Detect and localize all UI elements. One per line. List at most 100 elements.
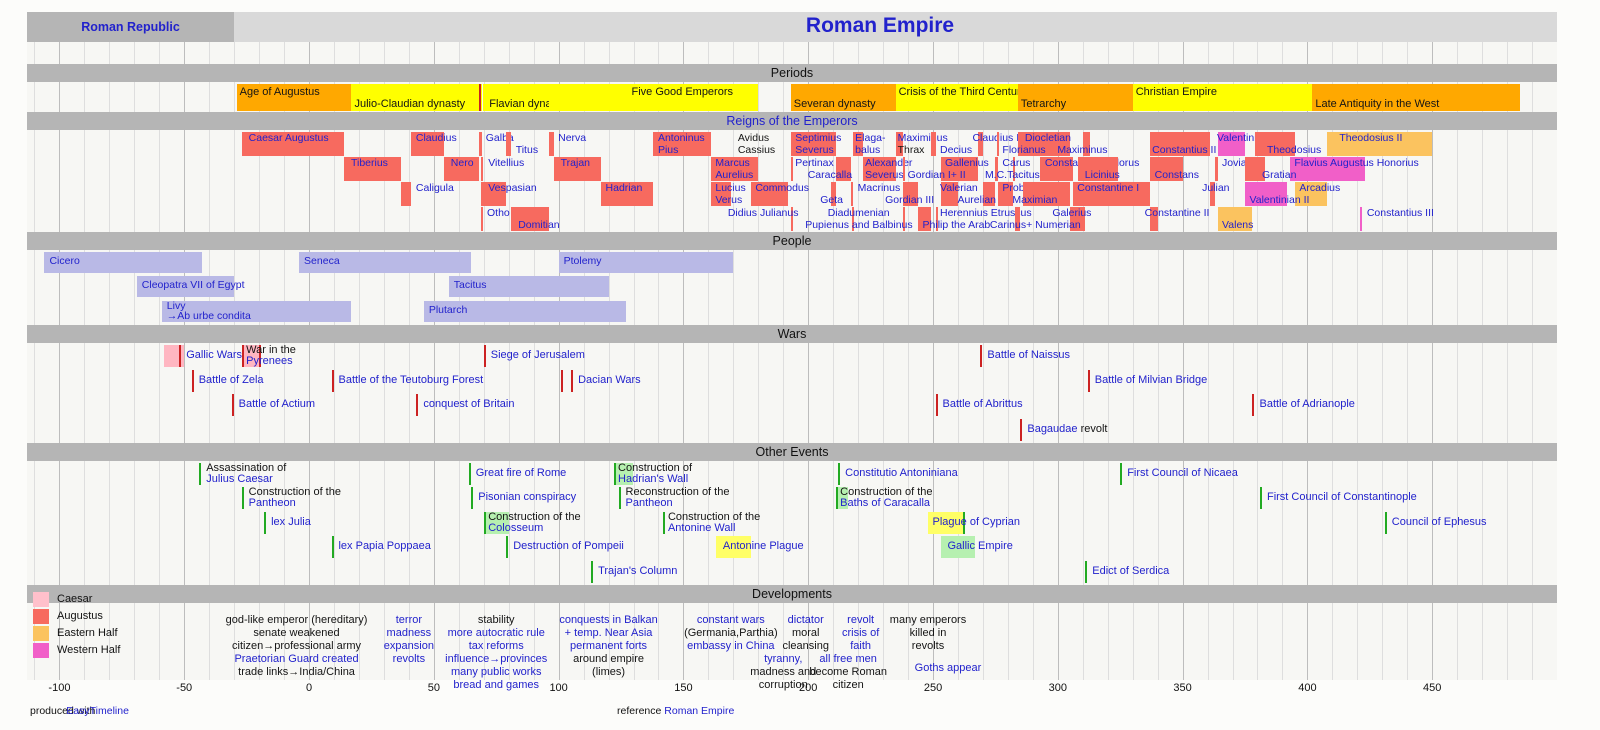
emperor-bar[interactable] bbox=[1082, 131, 1091, 156]
label-line[interactable]: Otho bbox=[487, 206, 510, 219]
label-line[interactable]: Tiberius bbox=[350, 156, 388, 169]
label-line[interactable]: Verus bbox=[715, 194, 743, 206]
label-line[interactable]: Nerva bbox=[558, 131, 587, 144]
emperor-bar[interactable] bbox=[940, 156, 978, 181]
label-line[interactable]: Diocletian bbox=[1024, 131, 1071, 144]
emperor-bar[interactable] bbox=[1215, 156, 1218, 181]
emperor-bar[interactable] bbox=[850, 181, 854, 206]
emperor-bar[interactable] bbox=[1210, 181, 1216, 206]
development-line[interactable]: revolt bbox=[847, 614, 875, 626]
emperor-bar[interactable] bbox=[863, 156, 896, 181]
emperor-bar[interactable] bbox=[997, 181, 1013, 206]
label-line[interactable]: Constantius III bbox=[1366, 206, 1434, 219]
roman-republic-label[interactable]: Roman Republic bbox=[27, 12, 234, 42]
emperor-bar[interactable] bbox=[1327, 131, 1433, 156]
development-line[interactable]: conquests in Balkan bbox=[559, 614, 658, 626]
emperor-bar[interactable] bbox=[553, 156, 602, 181]
label-line[interactable]: Gallic Wars bbox=[186, 349, 243, 361]
label-line[interactable]: Pertinax bbox=[795, 156, 834, 169]
label-line[interactable]: Trajan's Column bbox=[598, 564, 678, 577]
emperor-bar[interactable] bbox=[750, 181, 789, 206]
emperor-bar[interactable] bbox=[710, 156, 759, 181]
emperor-bar[interactable] bbox=[1254, 131, 1295, 156]
label-line[interactable]: Commodus bbox=[755, 181, 809, 194]
emperor-bar[interactable] bbox=[918, 206, 931, 231]
label-line[interactable]: Arcadius bbox=[1299, 181, 1341, 194]
emperor-bar[interactable] bbox=[790, 131, 836, 156]
development-line[interactable]: tax reforms bbox=[468, 640, 524, 652]
emperor-bar[interactable] bbox=[241, 131, 344, 156]
period-bar[interactable] bbox=[1017, 84, 1133, 111]
people-bar[interactable] bbox=[136, 276, 235, 298]
label-line[interactable]: Alexander bbox=[865, 156, 913, 169]
people-bar[interactable] bbox=[44, 252, 202, 273]
label-line[interactable]: Cleopatra VII of Egypt bbox=[141, 279, 245, 292]
emperor-bar[interactable] bbox=[1022, 181, 1071, 206]
emperor-bar[interactable] bbox=[995, 156, 998, 181]
label-line[interactable]: Titus bbox=[515, 144, 539, 156]
emperor-bar[interactable] bbox=[1150, 156, 1183, 181]
label-line[interactable]: Maximinus bbox=[897, 131, 948, 144]
emperor-bar[interactable] bbox=[1150, 206, 1158, 231]
emperor-bar[interactable] bbox=[1217, 206, 1253, 231]
development-line[interactable]: tyranny, bbox=[764, 653, 803, 665]
development-line[interactable]: embassy in China bbox=[687, 640, 775, 652]
label-line[interactable]: Macrinus bbox=[857, 181, 901, 194]
label-line[interactable]: Constantine II bbox=[1144, 206, 1210, 219]
emperor-bar[interactable] bbox=[1150, 131, 1211, 156]
people-bar[interactable] bbox=[299, 252, 472, 273]
emperor-bar[interactable] bbox=[1070, 206, 1086, 231]
label-line[interactable]: Pantheon bbox=[248, 497, 296, 510]
development-line[interactable]: more autocratic rule bbox=[447, 627, 545, 639]
development-line[interactable]: faith bbox=[850, 640, 872, 652]
period-bar[interactable] bbox=[895, 84, 1018, 111]
label-line[interactable]: Elaga- bbox=[855, 131, 886, 144]
label-line[interactable]: Colosseum bbox=[488, 521, 544, 534]
emperor-bar[interactable] bbox=[1012, 156, 1016, 181]
emperor-bar[interactable] bbox=[511, 206, 549, 231]
label-line[interactable]: Hadrian's Wall bbox=[618, 473, 689, 485]
emperor-bar[interactable] bbox=[935, 206, 938, 231]
label-line[interactable]: Maximian bbox=[1012, 194, 1058, 206]
period-bar[interactable] bbox=[1312, 84, 1520, 111]
development-line[interactable]: constant wars bbox=[696, 614, 765, 626]
label-line[interactable]: Lucius bbox=[715, 181, 746, 194]
label-line[interactable]: Caracalla bbox=[807, 169, 853, 181]
development-line[interactable]: expansion bbox=[383, 640, 434, 652]
emperor-bar[interactable] bbox=[1040, 156, 1073, 181]
label-line[interactable]: Battle of Adrianople bbox=[1259, 398, 1355, 411]
label-line[interactable]: Gordian III bbox=[885, 194, 935, 206]
emperor-bar[interactable] bbox=[601, 181, 654, 206]
label-line[interactable]: Philip the Arab bbox=[922, 219, 991, 231]
label-line[interactable]: Julian bbox=[1202, 181, 1230, 194]
emperor-bar[interactable] bbox=[1289, 156, 1365, 181]
label-line[interactable]: Battle of Naissus bbox=[987, 349, 1070, 361]
emperor-bar[interactable] bbox=[478, 131, 483, 156]
label-line[interactable]: Severus bbox=[795, 144, 834, 156]
emperor-bar[interactable] bbox=[443, 156, 479, 181]
period-bar[interactable] bbox=[351, 84, 479, 111]
emperor-bar[interactable] bbox=[996, 131, 999, 156]
label-line[interactable]: Didius Julianus bbox=[727, 206, 799, 219]
emperor-bar[interactable] bbox=[903, 206, 906, 231]
label-line[interactable]: Valentinian II bbox=[1249, 194, 1310, 206]
label-line[interactable]: Plutarch bbox=[428, 303, 468, 316]
label-line[interactable]: Nero bbox=[450, 156, 474, 169]
label-line[interactable]: Battle of Milvian Bridge bbox=[1094, 373, 1208, 386]
label-line[interactable]: conquest of Britain bbox=[423, 398, 515, 411]
people-bar[interactable] bbox=[161, 300, 352, 322]
development-line[interactable]: dictator bbox=[787, 614, 824, 626]
emperor-bar[interactable] bbox=[982, 181, 996, 206]
development-line[interactable]: + temp. Near Asia bbox=[564, 627, 653, 639]
people-bar[interactable] bbox=[558, 252, 734, 273]
label-line[interactable]: Licinius bbox=[1084, 169, 1120, 181]
emperor-bar[interactable] bbox=[853, 131, 864, 156]
label-line[interactable]: Destruction of Pompeii bbox=[513, 540, 624, 553]
label-line[interactable]: Vespasian bbox=[488, 181, 537, 194]
label-line[interactable]: Caesar Augustus bbox=[248, 131, 329, 144]
label-line[interactable]: Gratian bbox=[1261, 169, 1297, 181]
label-line[interactable]: Constitutio Antoniniana bbox=[845, 467, 958, 479]
emperor-bar[interactable] bbox=[401, 181, 412, 206]
label-line[interactable]: M.C.Tacitus bbox=[984, 169, 1040, 181]
emperor-bar[interactable] bbox=[411, 131, 444, 156]
